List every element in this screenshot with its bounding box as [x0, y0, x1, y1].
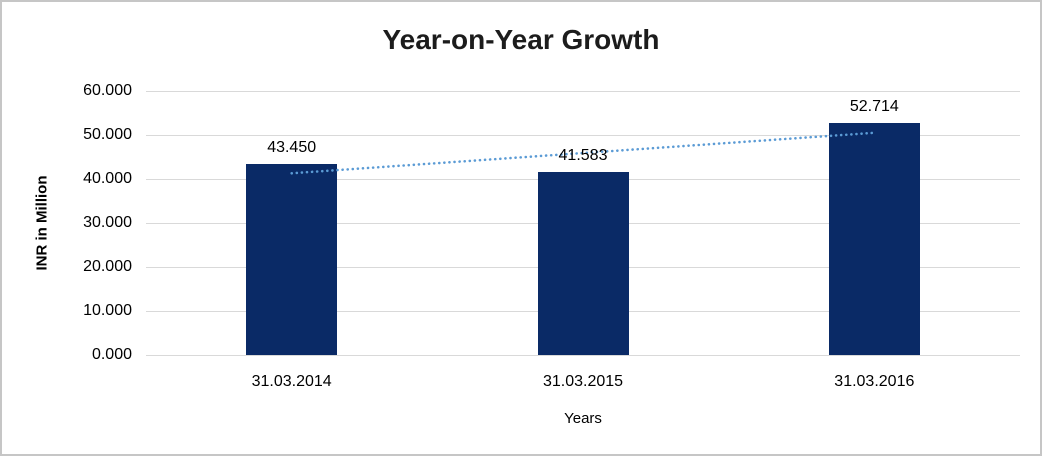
y-tick-label: 30.000: [83, 214, 132, 231]
x-axis-title: Years: [564, 410, 602, 427]
x-category-label: 31.03.2015: [542, 373, 624, 390]
y-tick-label: 0.000: [91, 346, 132, 363]
chart-title: Year-on-Year Growth: [382, 24, 660, 55]
x-category-label: 31.03.2016: [834, 373, 915, 390]
y-tick-label: 60.000: [83, 82, 132, 99]
x-category-label: 31.03.2014: [251, 373, 332, 390]
bar-value-label: 52.714: [849, 98, 899, 116]
bar: [537, 172, 629, 355]
bar-value-label: 41.583: [558, 147, 608, 165]
gridline: [146, 91, 1020, 92]
bar: [828, 123, 920, 355]
bar: [246, 163, 338, 355]
y-tick-label: 50.000: [83, 126, 132, 143]
bar-value-label: 43.450: [267, 138, 317, 156]
gridline: [146, 355, 1020, 356]
y-tick-label: 10.000: [83, 302, 132, 319]
y-tick-label: 40.000: [83, 170, 132, 187]
y-tick-label: 20.000: [83, 258, 132, 275]
